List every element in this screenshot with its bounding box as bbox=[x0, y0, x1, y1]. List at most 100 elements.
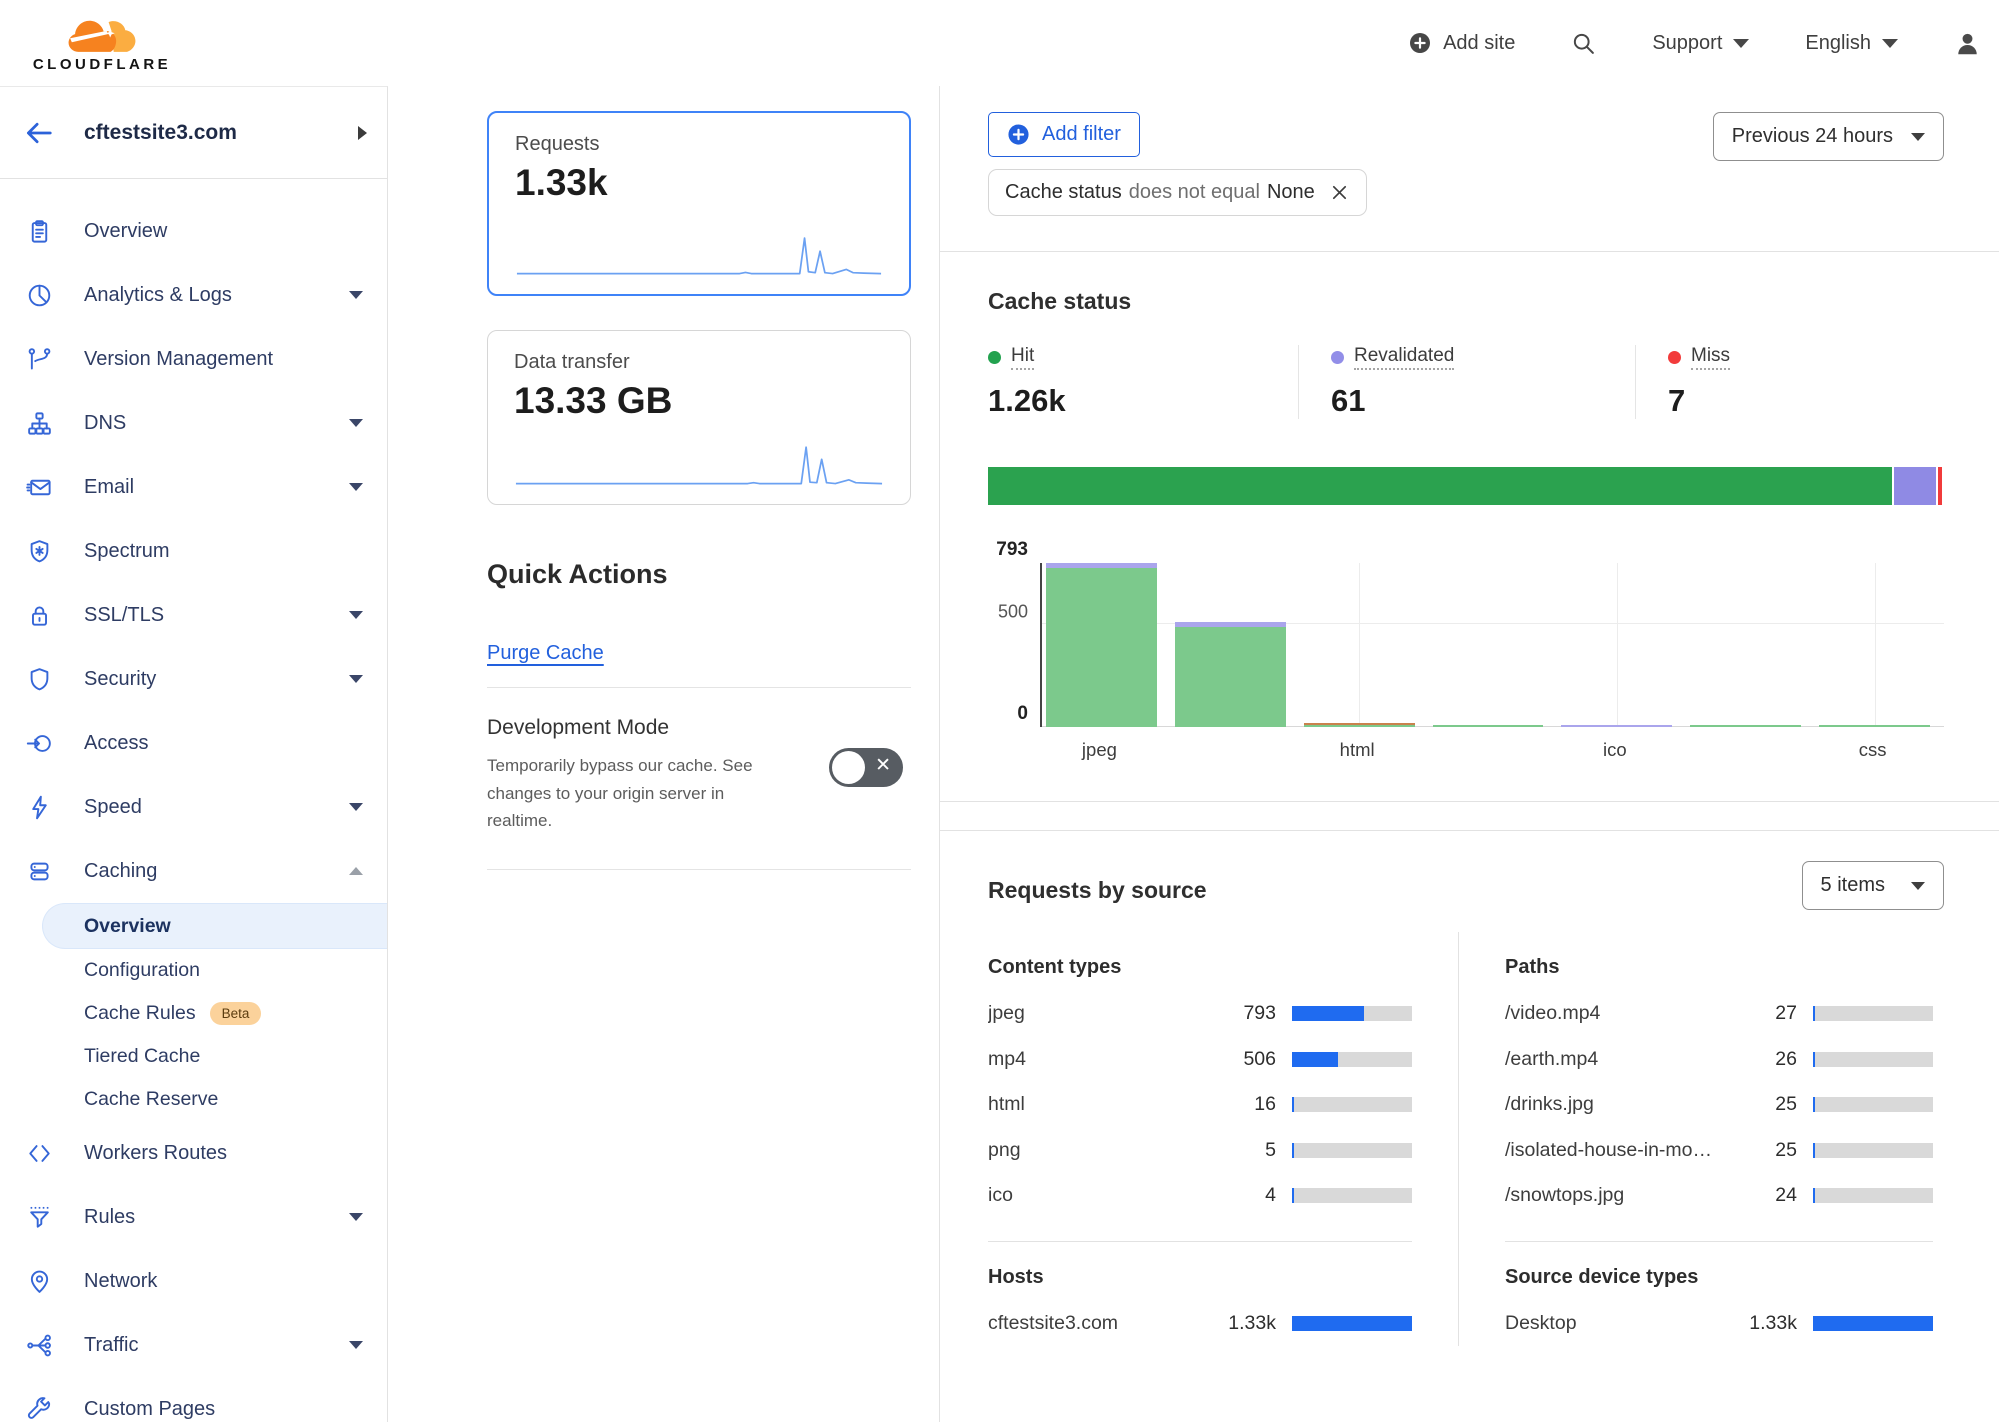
sidebar-item-spectrum[interactable]: Spectrum bbox=[0, 519, 387, 583]
divider bbox=[487, 687, 911, 689]
filter-field: Cache status bbox=[1005, 181, 1122, 203]
add-filter-button[interactable]: Add filter bbox=[988, 112, 1140, 157]
chevron-right-icon[interactable] bbox=[358, 125, 367, 140]
language-menu[interactable]: English bbox=[1805, 32, 1898, 55]
stackbar-segment-revalidated bbox=[1893, 467, 1936, 505]
time-range-label: Previous 24 hours bbox=[1731, 125, 1893, 147]
row-bar-fill bbox=[1813, 1051, 1816, 1067]
support-menu[interactable]: Support bbox=[1652, 32, 1750, 55]
chevron-down-icon bbox=[1911, 881, 1925, 890]
sidebar-item-caching[interactable]: Caching bbox=[0, 839, 387, 903]
list-item-desktop: Desktop 1.33k bbox=[1505, 1301, 1933, 1347]
hosts-list: cftestsite3.com 1.33k bbox=[988, 1301, 1412, 1347]
cloudflare-logo[interactable]: CLOUDFLARE bbox=[12, 13, 192, 73]
requests-metric-card[interactable]: Requests 1.33k bbox=[487, 111, 911, 296]
search-icon[interactable] bbox=[1571, 31, 1596, 56]
sidebar-item-custom-pages[interactable]: Custom Pages bbox=[0, 1377, 387, 1422]
chevron-down-icon bbox=[349, 1341, 363, 1349]
analytics-panel: Add filter Cache status does not equal N… bbox=[940, 86, 1999, 1422]
requests-label: Requests bbox=[515, 133, 600, 155]
sidebar-item-traffic[interactable]: Traffic bbox=[0, 1313, 387, 1377]
pin-icon bbox=[30, 1270, 49, 1293]
bar-html-hit bbox=[1303, 725, 1415, 727]
sidebar-item-rules[interactable]: Rules bbox=[0, 1185, 387, 1249]
divider bbox=[988, 1240, 1412, 1242]
sidebar-item-overview[interactable]: Overview bbox=[0, 199, 387, 263]
requests-by-source-title: Requests by source bbox=[988, 877, 1207, 903]
stat-label[interactable]: Miss bbox=[1691, 345, 1731, 370]
gridline bbox=[1616, 563, 1618, 727]
top-bar: CLOUDFLARE Add site Support English bbox=[0, 0, 1999, 86]
source-device-types-title: Source device types bbox=[1505, 1265, 1699, 1288]
sidebar-item-analytics-logs[interactable]: Analytics & Logs bbox=[0, 263, 387, 327]
row-bar-fill bbox=[1813, 1006, 1816, 1022]
chevron-down-icon bbox=[349, 803, 363, 811]
list-item-earth-mp4: /earth.mp4 26 bbox=[1505, 1037, 1933, 1083]
cache-status-section: Cache status Hit 1.26k Revalidated 61 Miss 7 … bbox=[940, 252, 1999, 802]
stat-label[interactable]: Hit bbox=[1011, 345, 1035, 370]
time-range-dropdown[interactable]: Previous 24 hours bbox=[1712, 112, 1944, 161]
sidebar-item-network[interactable]: Network bbox=[0, 1249, 387, 1313]
stackbar-segment-miss bbox=[1937, 467, 1942, 505]
row-bar-fill bbox=[1292, 1142, 1294, 1158]
items-count-dropdown[interactable]: 5 items bbox=[1801, 861, 1944, 910]
x-tick-label: html bbox=[1339, 739, 1375, 760]
sidebar-subitem-overview[interactable]: Overview bbox=[42, 903, 387, 949]
sidebar-subitem-cache-reserve[interactable]: Cache Reserve bbox=[0, 1078, 387, 1121]
bar-css-hit bbox=[1819, 725, 1930, 727]
sidebar-submenu-caching: Overview Configuration Cache Rules Beta Tier… bbox=[0, 903, 387, 1121]
paths-title: Paths bbox=[1505, 956, 1560, 978]
sidebar-subitem-label: Cache Rules bbox=[84, 1002, 196, 1024]
sidebar-item-ssl-tls[interactable]: SSL/TLS bbox=[0, 583, 387, 647]
sidebar-item-workers-routes[interactable]: Workers Routes bbox=[0, 1121, 387, 1185]
row-value: 24 bbox=[1775, 1184, 1797, 1207]
cache-status-stats: Hit 1.26k Revalidated 61 Miss 7 bbox=[988, 345, 1944, 419]
row-label: Desktop bbox=[1505, 1311, 1577, 1334]
purge-cache-link[interactable]: Purge Cache bbox=[487, 642, 604, 665]
add-site-button[interactable]: Add site bbox=[1408, 31, 1515, 55]
sidebar-item-label: DNS bbox=[84, 411, 127, 434]
sidebar-item-speed[interactable]: Speed bbox=[0, 775, 387, 839]
row-value: 25 bbox=[1775, 1138, 1797, 1161]
code-icon bbox=[29, 1144, 50, 1162]
chevron-down-icon bbox=[1882, 38, 1898, 48]
user-icon[interactable] bbox=[1954, 30, 1981, 57]
sidebar-subitem-cache-rules[interactable]: Cache Rules Beta bbox=[0, 992, 387, 1035]
list-item-drinks-jpg: /drinks.jpg 25 bbox=[1505, 1082, 1933, 1128]
back-arrow-icon[interactable] bbox=[24, 118, 54, 148]
funnel-icon bbox=[30, 1206, 49, 1228]
row-bar-fill bbox=[1292, 1051, 1338, 1067]
requests-value: 1.33k bbox=[515, 162, 608, 203]
cloudflare-wordmark: CLOUDFLARE bbox=[32, 56, 172, 73]
requests-sparkline bbox=[516, 237, 882, 275]
bar-html bbox=[1303, 722, 1415, 725]
chevron-down-icon bbox=[349, 291, 363, 299]
data-transfer-metric-card[interactable]: Data transfer 13.33 GB bbox=[487, 330, 911, 505]
shield-icon bbox=[30, 667, 49, 690]
development-mode-toggle[interactable]: ✕ bbox=[829, 748, 903, 788]
list-item-png: png 5 bbox=[988, 1128, 1412, 1174]
sidebar-item-security[interactable]: Security bbox=[0, 647, 387, 711]
row-label: png bbox=[988, 1138, 1021, 1161]
row-label: cftestsite3.com bbox=[988, 1311, 1119, 1334]
sidebar-item-email[interactable]: Email bbox=[0, 455, 387, 519]
sidebar-item-version-management[interactable]: Version Management bbox=[0, 327, 387, 391]
row-bar-track bbox=[1813, 1315, 1933, 1331]
close-icon[interactable] bbox=[1329, 182, 1350, 203]
y-tick-label: 500 bbox=[997, 601, 1028, 622]
site-header: cftestsite3.com bbox=[0, 87, 387, 179]
pie-icon bbox=[28, 284, 51, 306]
sidebar-item-dns[interactable]: DNS bbox=[0, 391, 387, 455]
stat-label[interactable]: Revalidated bbox=[1354, 345, 1455, 370]
row-bar-track bbox=[1292, 1097, 1412, 1113]
bar-mp4-revalidated bbox=[1174, 622, 1286, 627]
sidebar-subitem-tiered-cache[interactable]: Tiered Cache bbox=[0, 1035, 387, 1078]
stat-value: 61 bbox=[1331, 383, 1366, 418]
sidebar-subitem-configuration[interactable]: Configuration bbox=[0, 949, 387, 992]
list-item-jpeg: jpeg 793 bbox=[988, 991, 1412, 1037]
sidebar-item-access[interactable]: Access bbox=[0, 711, 387, 775]
chart-plot-area bbox=[1040, 563, 1944, 727]
language-label: English bbox=[1805, 31, 1871, 54]
sidebar-item-label: Email bbox=[84, 475, 135, 498]
